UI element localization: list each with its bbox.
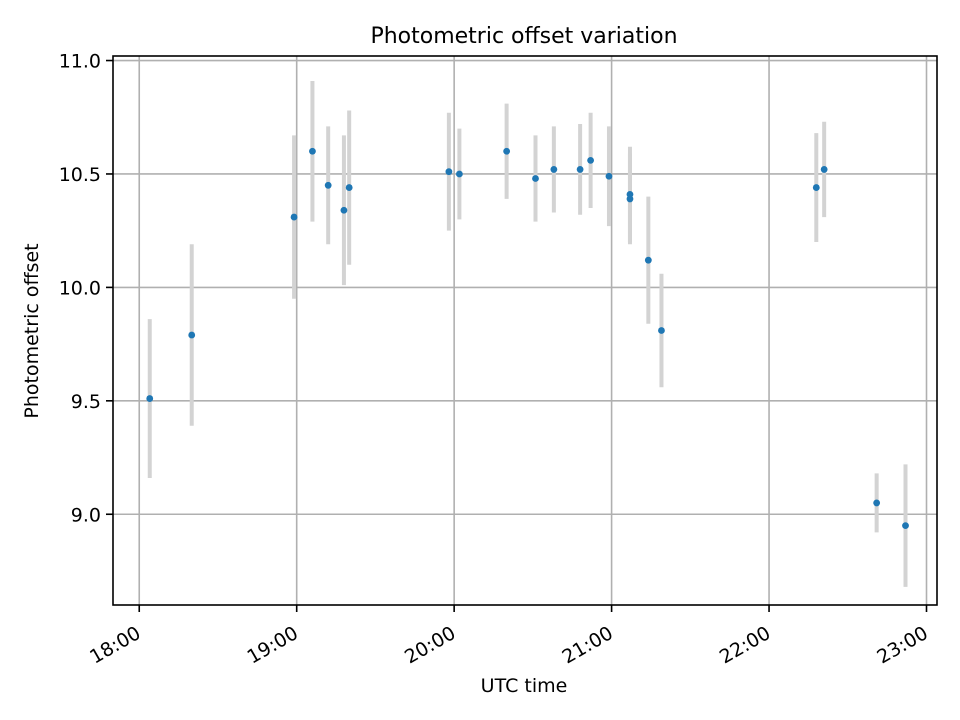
data-point — [324, 181, 332, 189]
data-point — [345, 184, 353, 191]
x-axis-label: UTC time — [481, 675, 568, 697]
data-point — [532, 175, 539, 182]
data-point — [644, 256, 652, 264]
y-axis-label: Photometric offset — [21, 243, 43, 418]
y-tick-label: 9.5 — [71, 391, 101, 413]
y-axis-ticks: 9.0 9.5 10.0 10.5 11.0 — [59, 51, 113, 526]
data-point — [658, 327, 665, 334]
y-tick-label: 9.0 — [71, 504, 101, 526]
data-point — [820, 166, 828, 173]
data-point — [445, 168, 453, 176]
data-point — [455, 170, 463, 178]
data-point — [503, 147, 511, 155]
data-point — [309, 147, 316, 155]
grid — [113, 56, 937, 605]
data-point — [290, 213, 298, 221]
data-point — [605, 172, 613, 180]
data-points — [146, 147, 909, 529]
data-point — [340, 206, 348, 214]
data-point — [146, 395, 154, 402]
data-point — [902, 522, 909, 529]
data-point — [812, 184, 820, 191]
y-tick-label: 10.5 — [59, 164, 101, 186]
chart-title: Photometric offset variation — [370, 24, 677, 49]
y-tick-label: 10.0 — [59, 277, 101, 299]
plot-frame — [112, 55, 938, 606]
data-point — [626, 195, 634, 203]
data-point — [576, 166, 584, 173]
data-point — [550, 166, 558, 173]
data-point — [188, 331, 196, 339]
data-point — [873, 499, 881, 507]
data-point — [587, 156, 595, 164]
y-tick-label: 11.0 — [59, 51, 101, 73]
